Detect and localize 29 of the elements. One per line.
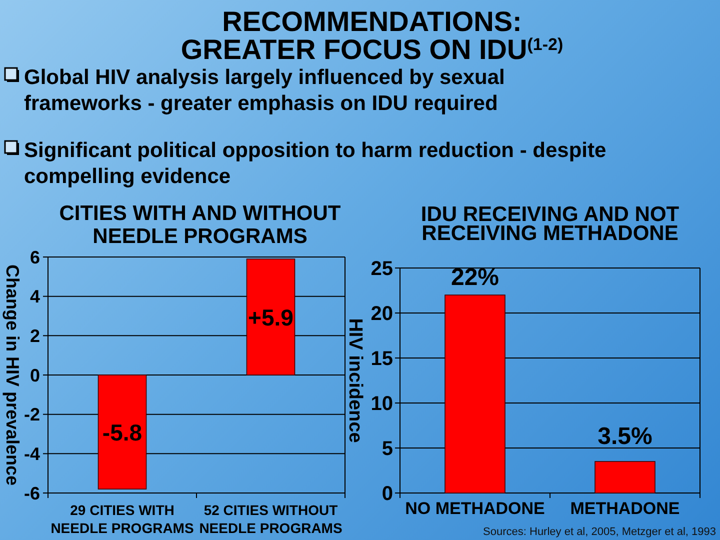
data-label: 22%: [450, 264, 500, 291]
y-tick-label: 6: [30, 247, 40, 268]
y-axis-title: HIV incidence: [344, 318, 366, 443]
y-tick-label: 4: [30, 286, 40, 307]
chart-title: CITIES WITH AND WITHOUT NEEDLE PROGRAMS: [59, 202, 341, 248]
text: Significant political opposition to harm reduction - despite compelling evidence: [24, 139, 606, 188]
source-note: Sources: Hurley et al, 2005, Metzger et al, 1993: [483, 526, 716, 538]
y-tick-label: 25: [370, 258, 393, 280]
x-tick-label: 52 CITIES WITHOUT NEEDLE PROGRAMS: [199, 502, 342, 536]
y-tick-label: 20: [370, 303, 393, 325]
text: RECOMMENDATIONS: GREATER FOCUS ON IDU$^{(1-2)}$: [180, 6, 564, 65]
data-label: 3.5%: [598, 423, 652, 450]
y-tick-label: 10: [370, 393, 393, 415]
y-tick-label: 0: [30, 365, 40, 386]
y-tick-label: 2: [30, 326, 40, 346]
data-label: +5.9: [248, 304, 294, 330]
x-tick-label: METHADONE: [570, 499, 680, 518]
x-tick-label: 29 CITIES WITH NEEDLE PROGRAMS: [50, 502, 194, 536]
y-tick-label: 15: [370, 348, 393, 370]
data-label: -5.8: [102, 420, 142, 446]
text: Global HIV analysis largely influenced by sexual frameworks - greater emphasis on IDU required: [24, 66, 505, 115]
x-tick-label: NO METHADONE: [405, 499, 545, 518]
chart-title: IDU RECEIVING AND NOT RECEIVING METHADONE: [420, 203, 680, 245]
y-tick-label: 5: [382, 438, 393, 460]
y-tick-label: 0: [382, 483, 393, 505]
y-tick-label: -6: [24, 483, 40, 504]
y-tick-label: -4: [24, 444, 40, 464]
y-axis-title: Change in HIV prevalence: [2, 264, 23, 486]
y-tick-label: -2: [24, 404, 40, 425]
